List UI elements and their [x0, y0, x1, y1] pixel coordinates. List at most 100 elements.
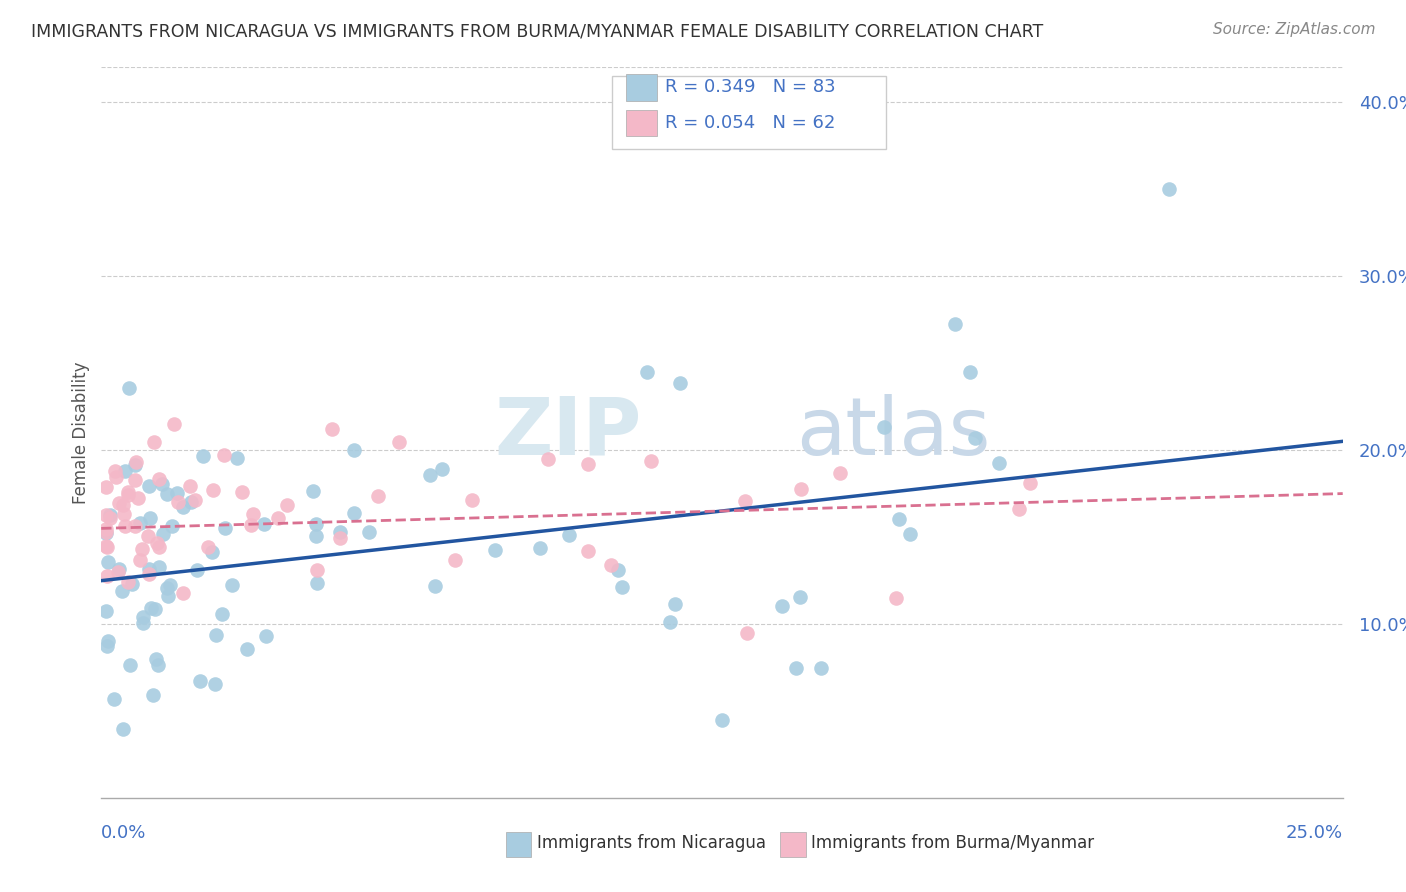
Point	[302, 483, 325, 498]
Text: R = 0.349   N = 83: R = 0.349 N = 83	[665, 78, 835, 96]
Point	[1157, 182, 1180, 196]
Point	[131, 541, 153, 556]
Point	[117, 485, 139, 500]
Point	[97, 555, 120, 569]
Point	[117, 487, 139, 501]
Point	[529, 541, 551, 555]
Point	[1008, 501, 1031, 516]
Point	[150, 477, 173, 491]
Point	[172, 586, 194, 600]
Point	[124, 473, 146, 487]
Point	[1019, 476, 1042, 491]
Point	[139, 600, 162, 615]
Point	[236, 641, 259, 656]
Point	[136, 529, 159, 543]
Point	[959, 365, 981, 379]
Point	[205, 627, 228, 641]
Point	[304, 529, 326, 543]
Point	[159, 578, 181, 592]
Text: IMMIGRANTS FROM NICARAGUA VS IMMIGRANTS FROM BURMA/MYANMAR FEMALE DISABILITY COR: IMMIGRANTS FROM NICARAGUA VS IMMIGRANTS …	[31, 22, 1043, 40]
Point	[139, 511, 162, 525]
Point	[640, 454, 662, 468]
Point	[138, 478, 160, 492]
Point	[96, 508, 118, 522]
Point	[128, 553, 150, 567]
Point	[423, 579, 446, 593]
Point	[184, 492, 207, 507]
Point	[711, 713, 734, 727]
Point	[114, 519, 136, 533]
Point	[576, 457, 599, 471]
Point	[212, 448, 235, 462]
Point	[180, 495, 202, 509]
Text: 0.0%: 0.0%	[101, 824, 146, 842]
Point	[121, 576, 143, 591]
Point	[305, 517, 328, 532]
Text: atlas: atlas	[796, 393, 991, 472]
Text: R = 0.054   N = 62: R = 0.054 N = 62	[665, 114, 835, 132]
Point	[111, 498, 134, 512]
Point	[204, 677, 226, 691]
Point	[97, 633, 120, 648]
Point	[143, 435, 166, 450]
Point	[830, 466, 852, 480]
Point	[104, 464, 127, 478]
Point	[188, 674, 211, 689]
Point	[96, 526, 118, 541]
Point	[211, 607, 233, 621]
Text: ZIP: ZIP	[494, 393, 641, 472]
Point	[388, 435, 411, 450]
Point	[148, 472, 170, 486]
Point	[108, 562, 131, 576]
Point	[201, 544, 224, 558]
Point	[124, 458, 146, 472]
Point	[658, 615, 681, 629]
Point	[789, 590, 811, 604]
Point	[186, 563, 208, 577]
Point	[254, 629, 277, 643]
Point	[253, 516, 276, 531]
Point	[156, 589, 179, 603]
Point	[231, 484, 253, 499]
Point	[900, 527, 922, 541]
Point	[146, 657, 169, 672]
Point	[887, 512, 910, 526]
Point	[142, 688, 165, 702]
Point	[221, 578, 243, 592]
Point	[965, 431, 987, 445]
Point	[321, 422, 343, 436]
Text: Immigrants from Burma/Myanmar: Immigrants from Burma/Myanmar	[811, 834, 1094, 852]
Point	[107, 565, 129, 579]
Point	[734, 494, 756, 508]
Point	[148, 540, 170, 554]
Point	[239, 518, 262, 533]
Point	[872, 419, 894, 434]
Point	[156, 581, 179, 595]
Point	[267, 511, 290, 525]
Point	[138, 567, 160, 582]
Point	[146, 535, 169, 549]
Point	[419, 467, 441, 482]
Point	[152, 526, 174, 541]
Point	[367, 489, 389, 503]
Point	[987, 456, 1010, 470]
Point	[96, 480, 118, 494]
Point	[124, 519, 146, 533]
Point	[810, 661, 832, 675]
Point	[143, 601, 166, 615]
Point	[576, 544, 599, 558]
Point	[329, 531, 352, 545]
Point	[664, 597, 686, 611]
Point	[120, 658, 142, 673]
Point	[276, 499, 298, 513]
Text: 25.0%: 25.0%	[1285, 824, 1343, 842]
Point	[943, 317, 966, 331]
Point	[131, 615, 153, 630]
Point	[343, 507, 366, 521]
Point	[103, 692, 125, 706]
Point	[166, 485, 188, 500]
Point	[359, 524, 381, 539]
Point	[96, 604, 118, 618]
Point	[201, 483, 224, 498]
Point	[125, 455, 148, 469]
